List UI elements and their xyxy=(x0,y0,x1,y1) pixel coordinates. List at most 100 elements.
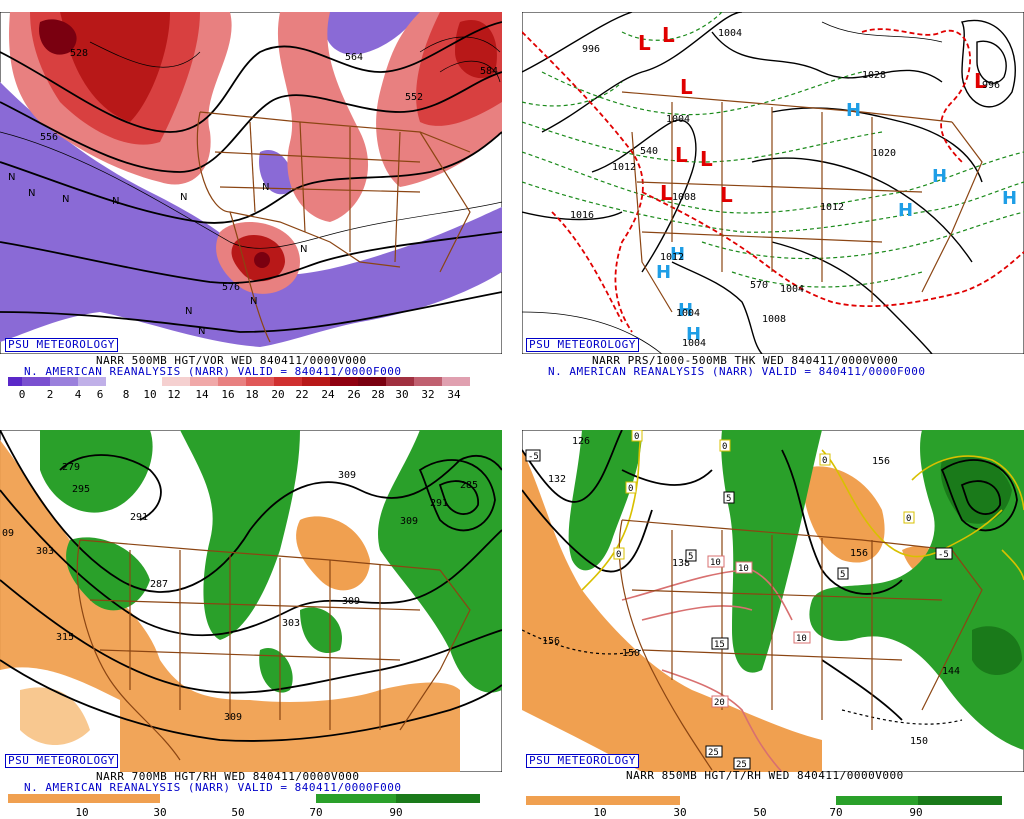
caption-title: NARR 500MB HGT/VOR WED 840411/0000V000 xyxy=(96,354,367,367)
contour-label: 287 xyxy=(150,579,168,590)
contour-label: 315 xyxy=(56,632,74,643)
colorbar-tick: 90 xyxy=(909,806,923,819)
temperature-label: 5 xyxy=(840,570,845,580)
colorbar-tick: 70 xyxy=(829,806,843,819)
contour-label: 156 xyxy=(542,636,560,647)
brand-label: PSU METEOROLOGY xyxy=(526,754,639,768)
colorbar-tick: 0 xyxy=(18,388,26,401)
temperature-label: 25 xyxy=(708,748,719,758)
low-pressure-marker: L xyxy=(700,147,713,171)
temperature-label: 0 xyxy=(616,550,621,560)
contour-label: 552 xyxy=(405,92,423,103)
colorbar-tick: 24 xyxy=(321,388,335,401)
svg-text:N: N xyxy=(62,194,69,205)
contour-label: 09 xyxy=(2,528,14,539)
colorbar-tick: 2 xyxy=(46,388,54,401)
colorbar-tick: 14 xyxy=(195,388,209,401)
contour-label: 309 xyxy=(400,516,418,527)
panel-pressure-thickness: L L L L L L L L H H H H H H H H 996 1004… xyxy=(512,0,1024,409)
temperature-label: 15 xyxy=(714,640,725,650)
contour-label: 295 xyxy=(72,484,90,495)
temperature-label: 0 xyxy=(722,442,727,452)
contour-label: 285 xyxy=(460,480,478,491)
colorbar-tick: 10 xyxy=(143,388,157,401)
caption-subtitle: N. AMERICAN REANALYSIS (NARR) VALID = 84… xyxy=(24,365,402,378)
colorbar-tick: 4 xyxy=(74,388,82,401)
contour-label: 564 xyxy=(345,52,363,63)
high-pressure-marker: H xyxy=(898,200,913,221)
low-pressure-marker: L xyxy=(638,31,651,55)
colorbar-tick: 30 xyxy=(153,806,167,819)
svg-text:N: N xyxy=(28,188,35,199)
temperature-label: 0 xyxy=(634,432,639,442)
contour-label: 570 xyxy=(750,280,768,291)
temperature-label: 0 xyxy=(906,514,911,524)
temperature-label: 0 xyxy=(628,484,633,494)
contour-label: 996 xyxy=(982,80,1000,91)
svg-text:N: N xyxy=(180,192,187,203)
high-pressure-marker: H xyxy=(670,244,685,265)
contour-label: 150 xyxy=(622,648,640,659)
panel-700mb-humidity: 279 295 291 309 309 285 291 287 303 315 … xyxy=(0,410,512,819)
contour-label: 291 xyxy=(430,498,448,509)
high-pressure-marker: H xyxy=(846,100,861,121)
caption-subtitle: N. AMERICAN REANALYSIS (NARR) VALID = 84… xyxy=(548,365,926,378)
temperature-label: 5 xyxy=(688,552,693,562)
low-pressure-marker: L xyxy=(675,143,688,167)
colorbar-ticks: 10 30 50 70 90 xyxy=(0,806,512,819)
svg-text:N: N xyxy=(8,172,15,183)
vorticity-colorbar xyxy=(8,377,480,386)
colorbar-ticks: 10 30 50 70 90 xyxy=(512,806,1024,819)
contour-label: 1020 xyxy=(872,148,896,159)
contour-label: 279 xyxy=(62,462,80,473)
colorbar-tick: 30 xyxy=(395,388,409,401)
low-pressure-marker: L xyxy=(662,23,675,47)
contour-label: 150 xyxy=(910,736,928,747)
caption-title: NARR 700MB HGT/RH WED 840411/0000V000 xyxy=(96,770,360,783)
brand-label: PSU METEOROLOGY xyxy=(5,754,118,768)
high-pressure-marker: H xyxy=(656,262,671,283)
colorbar-tick: 16 xyxy=(221,388,235,401)
high-pressure-marker: H xyxy=(678,300,693,321)
high-pressure-marker: H xyxy=(1002,188,1017,209)
contour-label: 1004 xyxy=(718,28,742,39)
contour-label: 303 xyxy=(282,618,300,629)
contour-label: 309 xyxy=(342,596,360,607)
contour-label: 144 xyxy=(942,666,960,677)
contour-label: 132 xyxy=(548,474,566,485)
contour-label: 1004 xyxy=(666,114,690,125)
colorbar-tick: 50 xyxy=(753,806,767,819)
colorbar-tick: 22 xyxy=(295,388,309,401)
contour-label: 1004 xyxy=(682,338,706,349)
contour-label: 1004 xyxy=(676,308,700,319)
colorbar-tick: 20 xyxy=(271,388,285,401)
contour-label: 309 xyxy=(338,470,356,481)
pressure-thickness-map: L L L L L L L L H H H H H H H H 996 1004… xyxy=(522,12,1024,354)
contour-label: 1012 xyxy=(660,252,684,263)
humidity-700-map: 279 295 291 309 309 285 291 287 303 315 … xyxy=(0,430,502,772)
low-pressure-marker: L xyxy=(974,69,987,93)
temperature-label: -5 xyxy=(938,550,949,560)
contour-label: 1012 xyxy=(612,162,636,173)
contour-label: 576 xyxy=(222,282,240,293)
low-pressure-marker: L xyxy=(680,75,693,99)
temperature-labels: -5 0 0 0 0 0 5 5 10 10 10 15 20 25 25 -5… xyxy=(525,430,953,770)
temperature-850-map: 126 132 156 138 156 150 144 150 156 -5 0… xyxy=(522,430,1024,772)
low-pressure-marker: L xyxy=(660,181,673,205)
contour-label: 1012 xyxy=(820,202,844,213)
contour-label: 1028 xyxy=(862,70,886,81)
temperature-label: 20 xyxy=(714,698,725,708)
contour-label: 540 xyxy=(640,146,658,157)
colorbar-tick: 28 xyxy=(371,388,385,401)
colorbar-tick: 50 xyxy=(231,806,245,819)
svg-text:N: N xyxy=(262,182,269,193)
contour-label: 309 xyxy=(224,712,242,723)
colorbar-tick: 8 xyxy=(122,388,130,401)
colorbar-tick: 30 xyxy=(673,806,687,819)
temperature-label: 5 xyxy=(726,494,731,504)
contour-label: 1008 xyxy=(672,192,696,203)
colorbar-ticks: 0 2 4 6 8 10 12 14 16 18 20 22 24 26 28 … xyxy=(0,388,512,402)
svg-text:N: N xyxy=(112,196,119,207)
